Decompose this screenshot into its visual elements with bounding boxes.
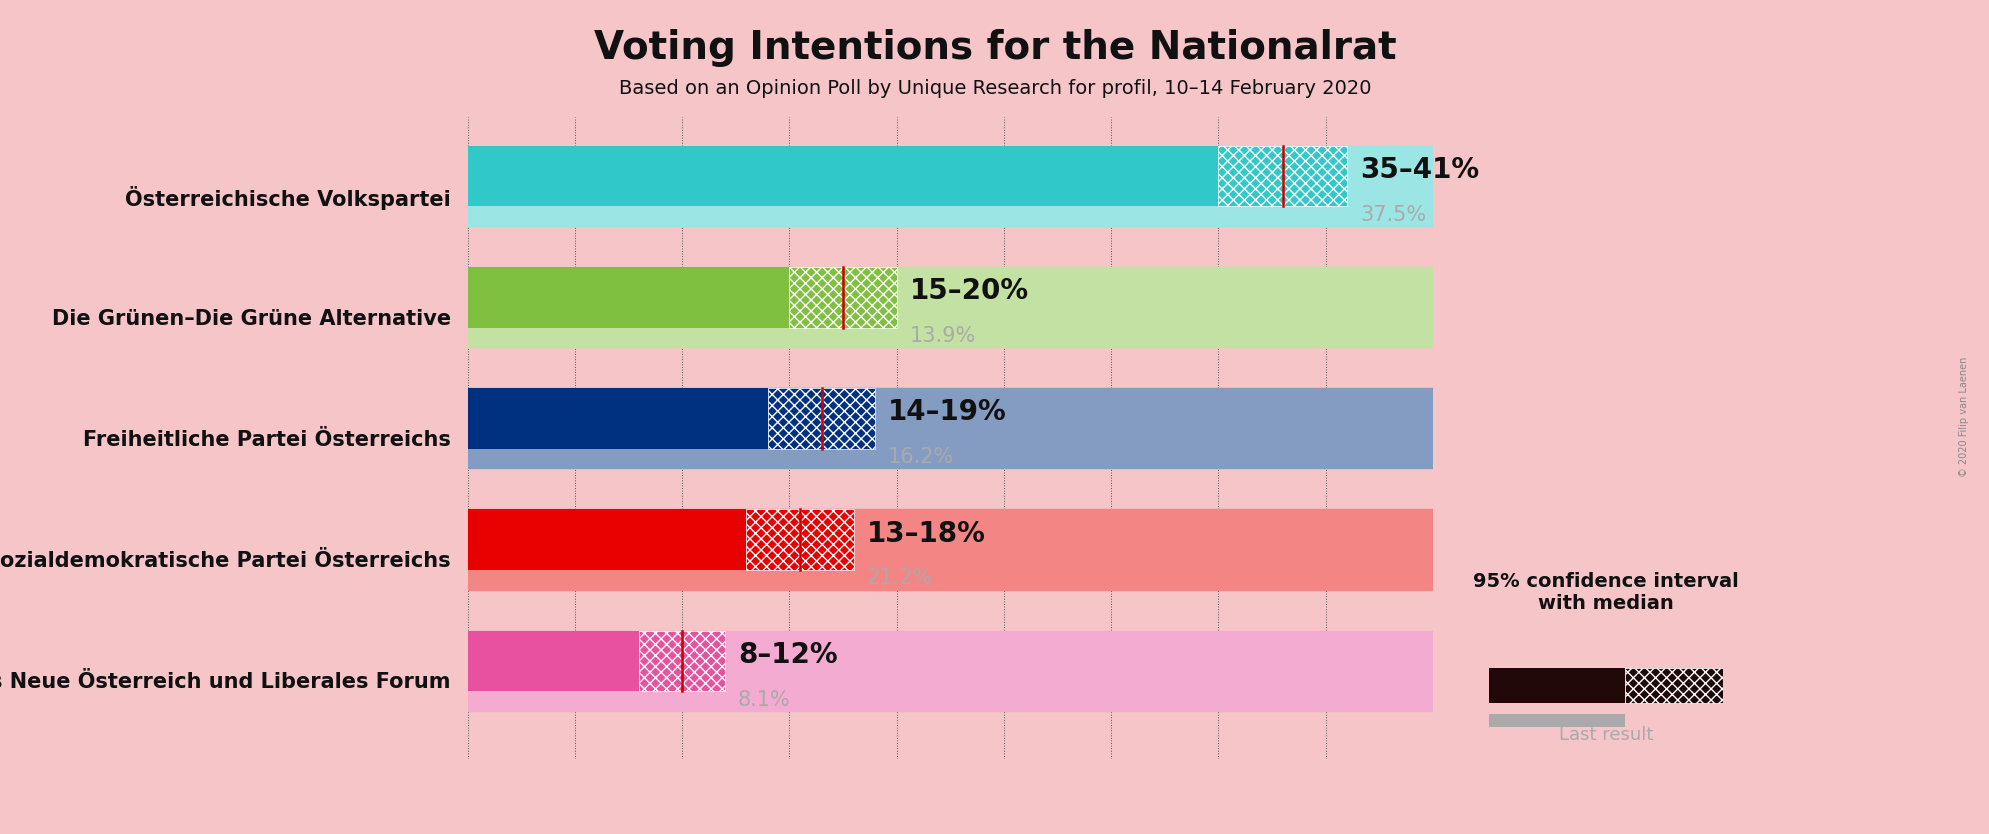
- Text: 8.1%: 8.1%: [738, 690, 790, 710]
- Text: Based on an Opinion Poll by Unique Research for profil, 10–14 February 2020: Based on an Opinion Poll by Unique Resea…: [619, 79, 1370, 98]
- Bar: [790, 267, 897, 328]
- Bar: [467, 569, 1432, 590]
- Text: 35–41%: 35–41%: [1358, 156, 1478, 184]
- Bar: [467, 146, 1217, 207]
- Bar: [467, 267, 790, 328]
- Text: 37.5%: 37.5%: [1358, 205, 1426, 225]
- Text: 13.9%: 13.9%: [909, 326, 975, 346]
- Bar: [467, 388, 1432, 449]
- Bar: [1488, 715, 1623, 726]
- Bar: [467, 510, 1432, 570]
- Bar: [1623, 668, 1722, 703]
- Text: 95% confidence interval
with median: 95% confidence interval with median: [1472, 572, 1738, 613]
- Bar: [467, 448, 815, 470]
- Bar: [467, 448, 1432, 470]
- Text: 21.2%: 21.2%: [865, 569, 933, 589]
- Bar: [467, 690, 640, 711]
- Bar: [467, 388, 768, 449]
- Text: 16.2%: 16.2%: [887, 447, 955, 467]
- Bar: [467, 569, 921, 590]
- Text: 13–18%: 13–18%: [865, 520, 985, 548]
- Bar: [467, 631, 638, 691]
- Text: 15–20%: 15–20%: [909, 277, 1028, 305]
- Bar: [638, 631, 724, 691]
- Bar: [1217, 146, 1347, 207]
- Text: Last result: Last result: [1557, 726, 1653, 744]
- Bar: [467, 205, 1271, 227]
- Bar: [768, 388, 875, 449]
- Text: Voting Intentions for the Nationalrat: Voting Intentions for the Nationalrat: [593, 29, 1396, 68]
- Bar: [467, 326, 766, 348]
- Bar: [467, 510, 746, 570]
- Bar: [467, 267, 1432, 328]
- Text: © 2020 Filip van Laenen: © 2020 Filip van Laenen: [1957, 357, 1969, 477]
- Bar: [467, 631, 1432, 691]
- Bar: [467, 326, 1432, 348]
- Bar: [467, 146, 1432, 207]
- Bar: [1488, 668, 1623, 703]
- Bar: [467, 690, 1432, 711]
- Text: 14–19%: 14–19%: [887, 399, 1006, 426]
- Text: 8–12%: 8–12%: [738, 641, 837, 669]
- Bar: [746, 510, 853, 570]
- Bar: [467, 205, 1432, 227]
